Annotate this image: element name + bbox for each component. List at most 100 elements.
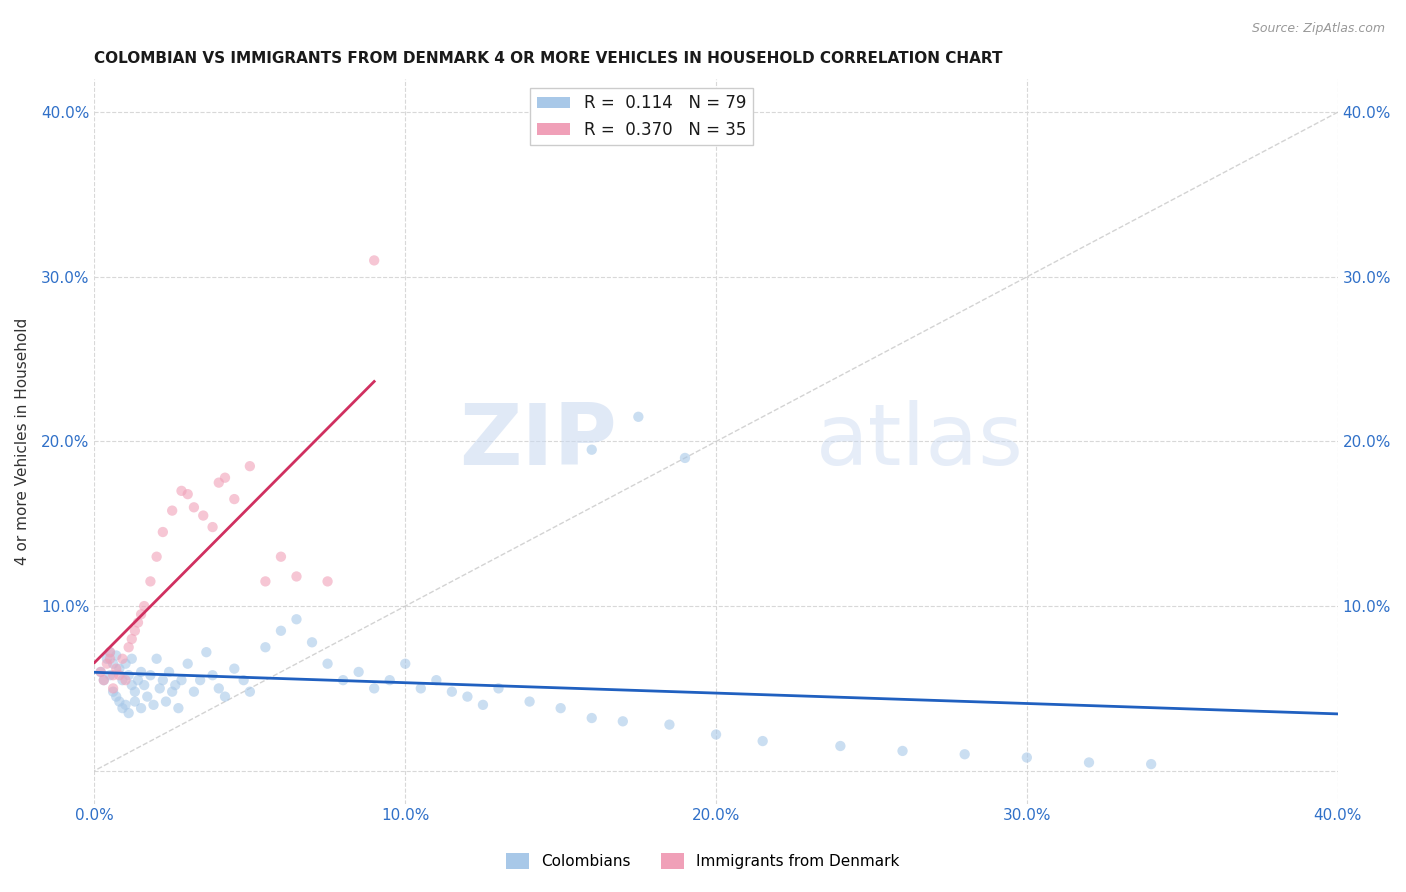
Point: [316, 574, 339, 589]
Point: [201, 520, 224, 534]
Point: [658, 717, 681, 731]
Point: [121, 678, 143, 692]
Point: [270, 549, 292, 564]
Point: [456, 690, 478, 704]
Point: [363, 681, 385, 696]
Point: [105, 662, 128, 676]
Point: [98, 645, 121, 659]
Point: [195, 645, 218, 659]
Point: [239, 684, 262, 698]
Point: [214, 471, 236, 485]
Point: [285, 569, 308, 583]
Point: [139, 574, 162, 589]
Point: [98, 668, 121, 682]
Point: [111, 652, 134, 666]
Point: [488, 681, 510, 696]
Point: [160, 503, 183, 517]
Point: [347, 665, 370, 679]
Point: [891, 744, 914, 758]
Point: [581, 442, 603, 457]
Point: [105, 690, 128, 704]
Point: [332, 673, 354, 688]
Point: [1140, 757, 1163, 772]
Point: [139, 668, 162, 682]
Legend: Colombians, Immigrants from Denmark: Colombians, Immigrants from Denmark: [501, 847, 905, 875]
Point: [129, 701, 152, 715]
Point: [114, 673, 136, 688]
Point: [953, 747, 976, 762]
Point: [136, 690, 159, 704]
Point: [627, 409, 650, 424]
Point: [673, 450, 696, 465]
Point: [704, 727, 727, 741]
Point: [519, 695, 541, 709]
Text: ZIP: ZIP: [458, 400, 617, 483]
Point: [118, 640, 141, 655]
Point: [177, 487, 200, 501]
Point: [152, 524, 174, 539]
Legend: R =  0.114   N = 79, R =  0.370   N = 35: R = 0.114 N = 79, R = 0.370 N = 35: [530, 87, 752, 145]
Point: [270, 624, 292, 638]
Point: [550, 701, 572, 715]
Point: [440, 684, 463, 698]
Point: [111, 673, 134, 688]
Text: atlas: atlas: [815, 400, 1024, 483]
Point: [129, 665, 152, 679]
Point: [301, 635, 323, 649]
Point: [124, 695, 146, 709]
Point: [114, 657, 136, 671]
Point: [214, 690, 236, 704]
Point: [254, 574, 277, 589]
Point: [127, 673, 149, 688]
Point: [98, 652, 121, 666]
Point: [108, 695, 131, 709]
Point: [105, 648, 128, 663]
Point: [127, 615, 149, 630]
Point: [239, 459, 262, 474]
Point: [170, 483, 193, 498]
Point: [193, 508, 215, 523]
Point: [183, 684, 205, 698]
Point: [188, 673, 211, 688]
Point: [830, 739, 852, 753]
Point: [108, 668, 131, 682]
Point: [93, 673, 115, 688]
Point: [165, 678, 187, 692]
Point: [224, 492, 246, 507]
Point: [254, 640, 277, 655]
Point: [124, 684, 146, 698]
Text: Source: ZipAtlas.com: Source: ZipAtlas.com: [1251, 22, 1385, 36]
Point: [316, 657, 339, 671]
Point: [612, 714, 634, 729]
Point: [285, 612, 308, 626]
Point: [581, 711, 603, 725]
Point: [121, 632, 143, 646]
Point: [363, 253, 385, 268]
Point: [157, 665, 180, 679]
Point: [201, 668, 224, 682]
Point: [751, 734, 773, 748]
Point: [101, 681, 124, 696]
Point: [101, 657, 124, 671]
Point: [145, 652, 167, 666]
Point: [378, 673, 401, 688]
Point: [409, 681, 432, 696]
Point: [134, 678, 156, 692]
Point: [472, 698, 495, 712]
Y-axis label: 4 or more Vehicles in Household: 4 or more Vehicles in Household: [15, 318, 30, 566]
Text: COLOMBIAN VS IMMIGRANTS FROM DENMARK 4 OR MORE VEHICLES IN HOUSEHOLD CORRELATION: COLOMBIAN VS IMMIGRANTS FROM DENMARK 4 O…: [94, 51, 1002, 66]
Point: [134, 599, 156, 613]
Point: [118, 668, 141, 682]
Point: [101, 668, 124, 682]
Point: [129, 607, 152, 622]
Point: [142, 698, 165, 712]
Point: [114, 698, 136, 712]
Point: [101, 684, 124, 698]
Point: [208, 681, 231, 696]
Point: [208, 475, 231, 490]
Point: [124, 624, 146, 638]
Point: [160, 684, 183, 698]
Point: [96, 652, 118, 666]
Point: [90, 665, 112, 679]
Point: [149, 681, 172, 696]
